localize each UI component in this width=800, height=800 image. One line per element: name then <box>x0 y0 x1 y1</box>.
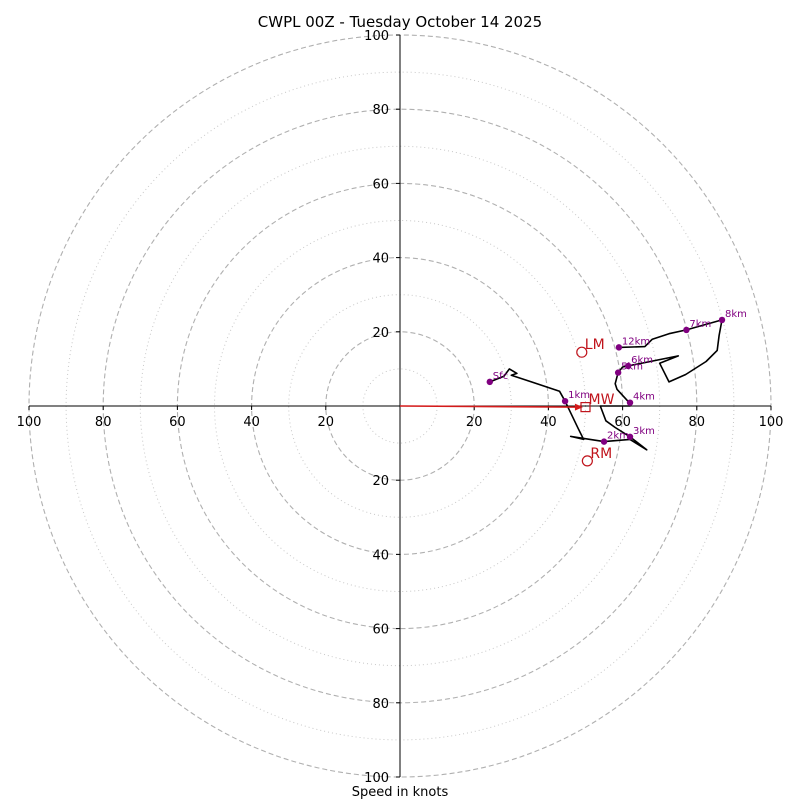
height-marker-point <box>718 316 726 324</box>
height-marker-label: 6km <box>631 355 653 366</box>
x-tick-label: 20 <box>466 415 483 430</box>
x-tick-label: 40 <box>243 415 260 430</box>
height-marker-label: 8km <box>725 309 747 320</box>
y-tick-label: 100 <box>364 771 389 786</box>
x-tick-label: 20 <box>318 415 335 430</box>
x-tick-label: 100 <box>759 415 784 430</box>
shear-vector-arrowhead <box>574 403 583 411</box>
x-axis-label: Speed in knots <box>352 785 449 800</box>
height-marker-point <box>600 438 608 445</box>
storm-motion-marker <box>580 402 591 413</box>
height-marker-point <box>561 397 569 405</box>
y-tick-label: 20 <box>372 474 389 489</box>
y-tick-label: 60 <box>372 623 389 638</box>
y-tick-label: 40 <box>372 548 389 563</box>
height-marker-label: 5km <box>621 362 643 373</box>
shear-vector <box>399 403 583 411</box>
x-tick-label: 60 <box>614 415 631 430</box>
height-marker-label: 1km <box>568 390 590 401</box>
hodograph-trace-line <box>489 319 723 451</box>
height-marker-point <box>624 362 632 370</box>
x-tick-label: 100 <box>17 415 42 430</box>
tick-labels: 100 80 60 40 20 20 40 60 80 100 100 80 60 40 20 20 40 60 8… <box>17 29 784 786</box>
height-marker-label: 12km <box>622 336 650 347</box>
y-tick-label: 60 <box>372 177 389 192</box>
height-marker-label: 4km <box>633 392 655 403</box>
height-marker-point <box>486 378 493 386</box>
height-marker-point <box>626 399 634 406</box>
height-marker-point <box>615 344 623 351</box>
height-marker-label: 2km <box>607 431 629 442</box>
height-marker-point <box>683 326 690 334</box>
storm-motion-marker <box>576 346 588 358</box>
storm-motion-markers: LM RM MW <box>576 337 615 467</box>
storm-motion-label: RM <box>590 446 612 462</box>
storm-motion-label: LM <box>585 337 605 353</box>
storm-motion-label: MW <box>589 392 615 408</box>
storm-motion-marker <box>581 455 593 467</box>
y-tick-label: 20 <box>372 326 389 341</box>
height-marker-label: Sfc <box>493 371 508 382</box>
y-tick-label: 40 <box>372 252 389 267</box>
height-marker-point <box>626 433 634 440</box>
x-tick-label: 60 <box>169 415 186 430</box>
x-tick-label: 80 <box>689 415 706 430</box>
x-tick-label: 80 <box>95 415 112 430</box>
shear-vector-line <box>399 405 580 408</box>
x-tick-label: 40 <box>540 415 557 430</box>
wind-trace <box>489 319 723 451</box>
height-marker-point <box>614 369 622 376</box>
y-tick-label: 80 <box>372 103 389 118</box>
height-marker-label: 7km <box>689 319 711 330</box>
chart-title: CWPL 00Z - Tuesday October 14 2025 <box>258 13 542 31</box>
height-marker-label: 3km <box>633 426 655 437</box>
y-tick-label: 80 <box>372 697 389 712</box>
y-tick-label: 100 <box>364 29 389 44</box>
